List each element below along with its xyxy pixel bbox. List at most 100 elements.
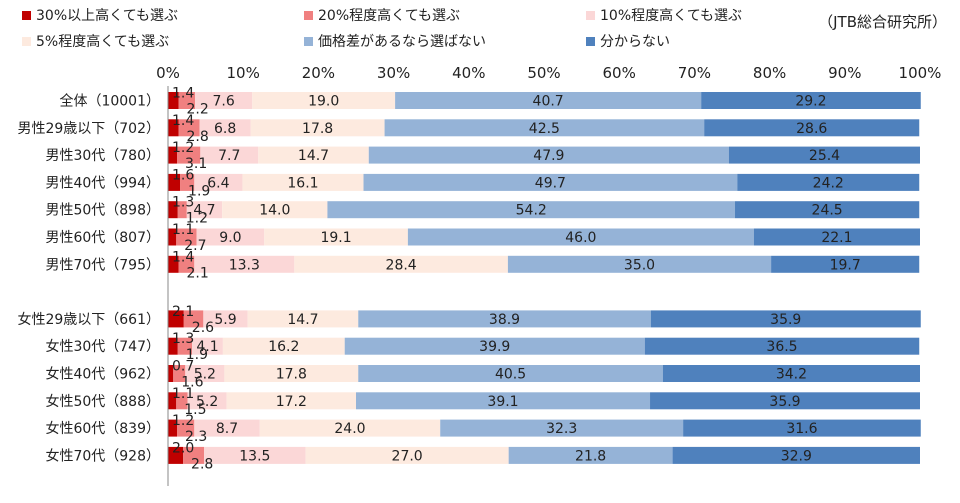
bar-segment <box>168 419 178 437</box>
data-label: 2.1 <box>172 304 194 320</box>
data-label: 1.2 <box>172 413 194 429</box>
data-label: 28.6 <box>796 121 827 137</box>
bar-segment <box>363 173 738 191</box>
legend-label: 分からない <box>600 34 670 50</box>
bar-segment <box>327 201 736 219</box>
bar-segment <box>168 201 178 219</box>
data-label: 1.6 <box>172 167 194 183</box>
bar-segment <box>507 255 772 273</box>
x-tick-label: 100% <box>899 64 942 82</box>
bar-segment <box>177 146 201 164</box>
data-label: 40.5 <box>495 367 526 383</box>
x-tick-label: 30% <box>377 64 410 82</box>
data-label: 14.0 <box>259 203 290 219</box>
bar-segment <box>187 392 227 410</box>
bar-segment <box>196 228 265 246</box>
bar-segment <box>183 310 204 328</box>
bar-segment <box>177 201 187 219</box>
data-label: 2.7 <box>184 238 206 254</box>
data-label: 36.5 <box>766 339 797 355</box>
data-label: 2.2 <box>187 102 209 118</box>
category-label: 男性70代（795） <box>45 257 160 273</box>
data-label: 8.7 <box>216 421 238 437</box>
data-label: 1.4 <box>172 249 194 265</box>
bar-segment <box>305 446 509 464</box>
bar-segment <box>222 201 328 219</box>
bar-segment <box>683 419 921 437</box>
legend-label: 価格差があるなら選ばない <box>318 34 486 50</box>
bar-segment <box>195 92 253 109</box>
data-label: 28.4 <box>386 257 417 273</box>
x-tick-label: 90% <box>828 64 861 82</box>
data-label: 1.6 <box>181 375 203 391</box>
x-tick-label: 50% <box>527 64 560 82</box>
bar-segment <box>178 255 195 273</box>
bar-segment <box>168 92 179 109</box>
data-label: 17.8 <box>302 121 333 137</box>
data-label: 35.0 <box>624 257 655 273</box>
bar-segment <box>173 365 186 382</box>
data-label: 2.3 <box>185 429 207 445</box>
legend-swatch <box>304 11 313 20</box>
data-label: 6.8 <box>214 121 236 137</box>
bar-segment <box>728 146 920 164</box>
data-label: 19.1 <box>320 230 351 246</box>
bar-segment <box>185 365 225 382</box>
data-label: 38.9 <box>489 312 520 328</box>
bar-segment <box>258 146 369 164</box>
legend-swatch <box>586 37 595 46</box>
data-label: 3.1 <box>185 156 207 172</box>
data-label: 1.3 <box>172 331 194 347</box>
bar-segment <box>250 119 385 137</box>
data-label: 34.2 <box>776 367 807 383</box>
legend-swatch <box>22 11 31 20</box>
bar-segment <box>508 446 673 464</box>
data-label: 14.7 <box>298 148 329 164</box>
bar-segments <box>168 92 921 464</box>
category-label: 男性50代（898） <box>45 203 160 219</box>
bar-segment <box>407 228 754 246</box>
bar-segment <box>440 419 684 437</box>
bar-segment <box>183 446 205 464</box>
category-label: 女性40代（962） <box>45 366 160 383</box>
data-label: 19.0 <box>308 94 339 110</box>
category-label: 男性40代（994） <box>45 175 160 191</box>
data-label: 31.6 <box>786 421 817 437</box>
data-label: 1.1 <box>172 386 194 402</box>
data-label: 32.9 <box>781 448 812 464</box>
data-label: 1.1 <box>172 222 194 238</box>
data-label: 4.1 <box>196 339 218 355</box>
category-label: 男性30代（780） <box>45 148 160 164</box>
legend-swatch <box>304 37 313 46</box>
bar-segment <box>704 119 920 137</box>
data-label: 54.2 <box>516 203 547 219</box>
data-label: 5.9 <box>214 312 236 328</box>
bar-segment <box>177 419 195 437</box>
data-label: 25.4 <box>809 148 840 164</box>
data-label: 17.8 <box>276 367 307 383</box>
legend-label: 20%程度高くても選ぶ <box>318 7 460 24</box>
data-label: 32.3 <box>546 421 577 437</box>
data-label: 1.4 <box>172 86 194 102</box>
data-label: 7.6 <box>213 94 235 110</box>
data-label: 1.4 <box>172 113 194 129</box>
data-label: 2.0 <box>172 440 194 456</box>
data-label: 40.7 <box>533 94 564 110</box>
legend-swatch <box>22 37 31 46</box>
data-label: 29.2 <box>795 94 826 110</box>
bar-segment <box>200 146 259 164</box>
bar-segment <box>199 119 251 137</box>
bar-segment <box>168 365 174 382</box>
legend-swatch <box>586 11 595 20</box>
legend-label: 10%程度高くても選ぶ <box>600 7 742 24</box>
bar-segment <box>650 392 920 410</box>
bar-segment <box>194 419 260 437</box>
category-label: 女性70代（928） <box>45 447 160 464</box>
data-label: 14.7 <box>287 312 318 328</box>
data-label: 4.7 <box>193 203 215 219</box>
data-label: 49.7 <box>535 175 566 191</box>
bar-segment <box>384 119 705 137</box>
bar-segment <box>180 173 195 191</box>
data-label: 2.1 <box>187 265 209 281</box>
data-label: 22.1 <box>821 230 852 246</box>
